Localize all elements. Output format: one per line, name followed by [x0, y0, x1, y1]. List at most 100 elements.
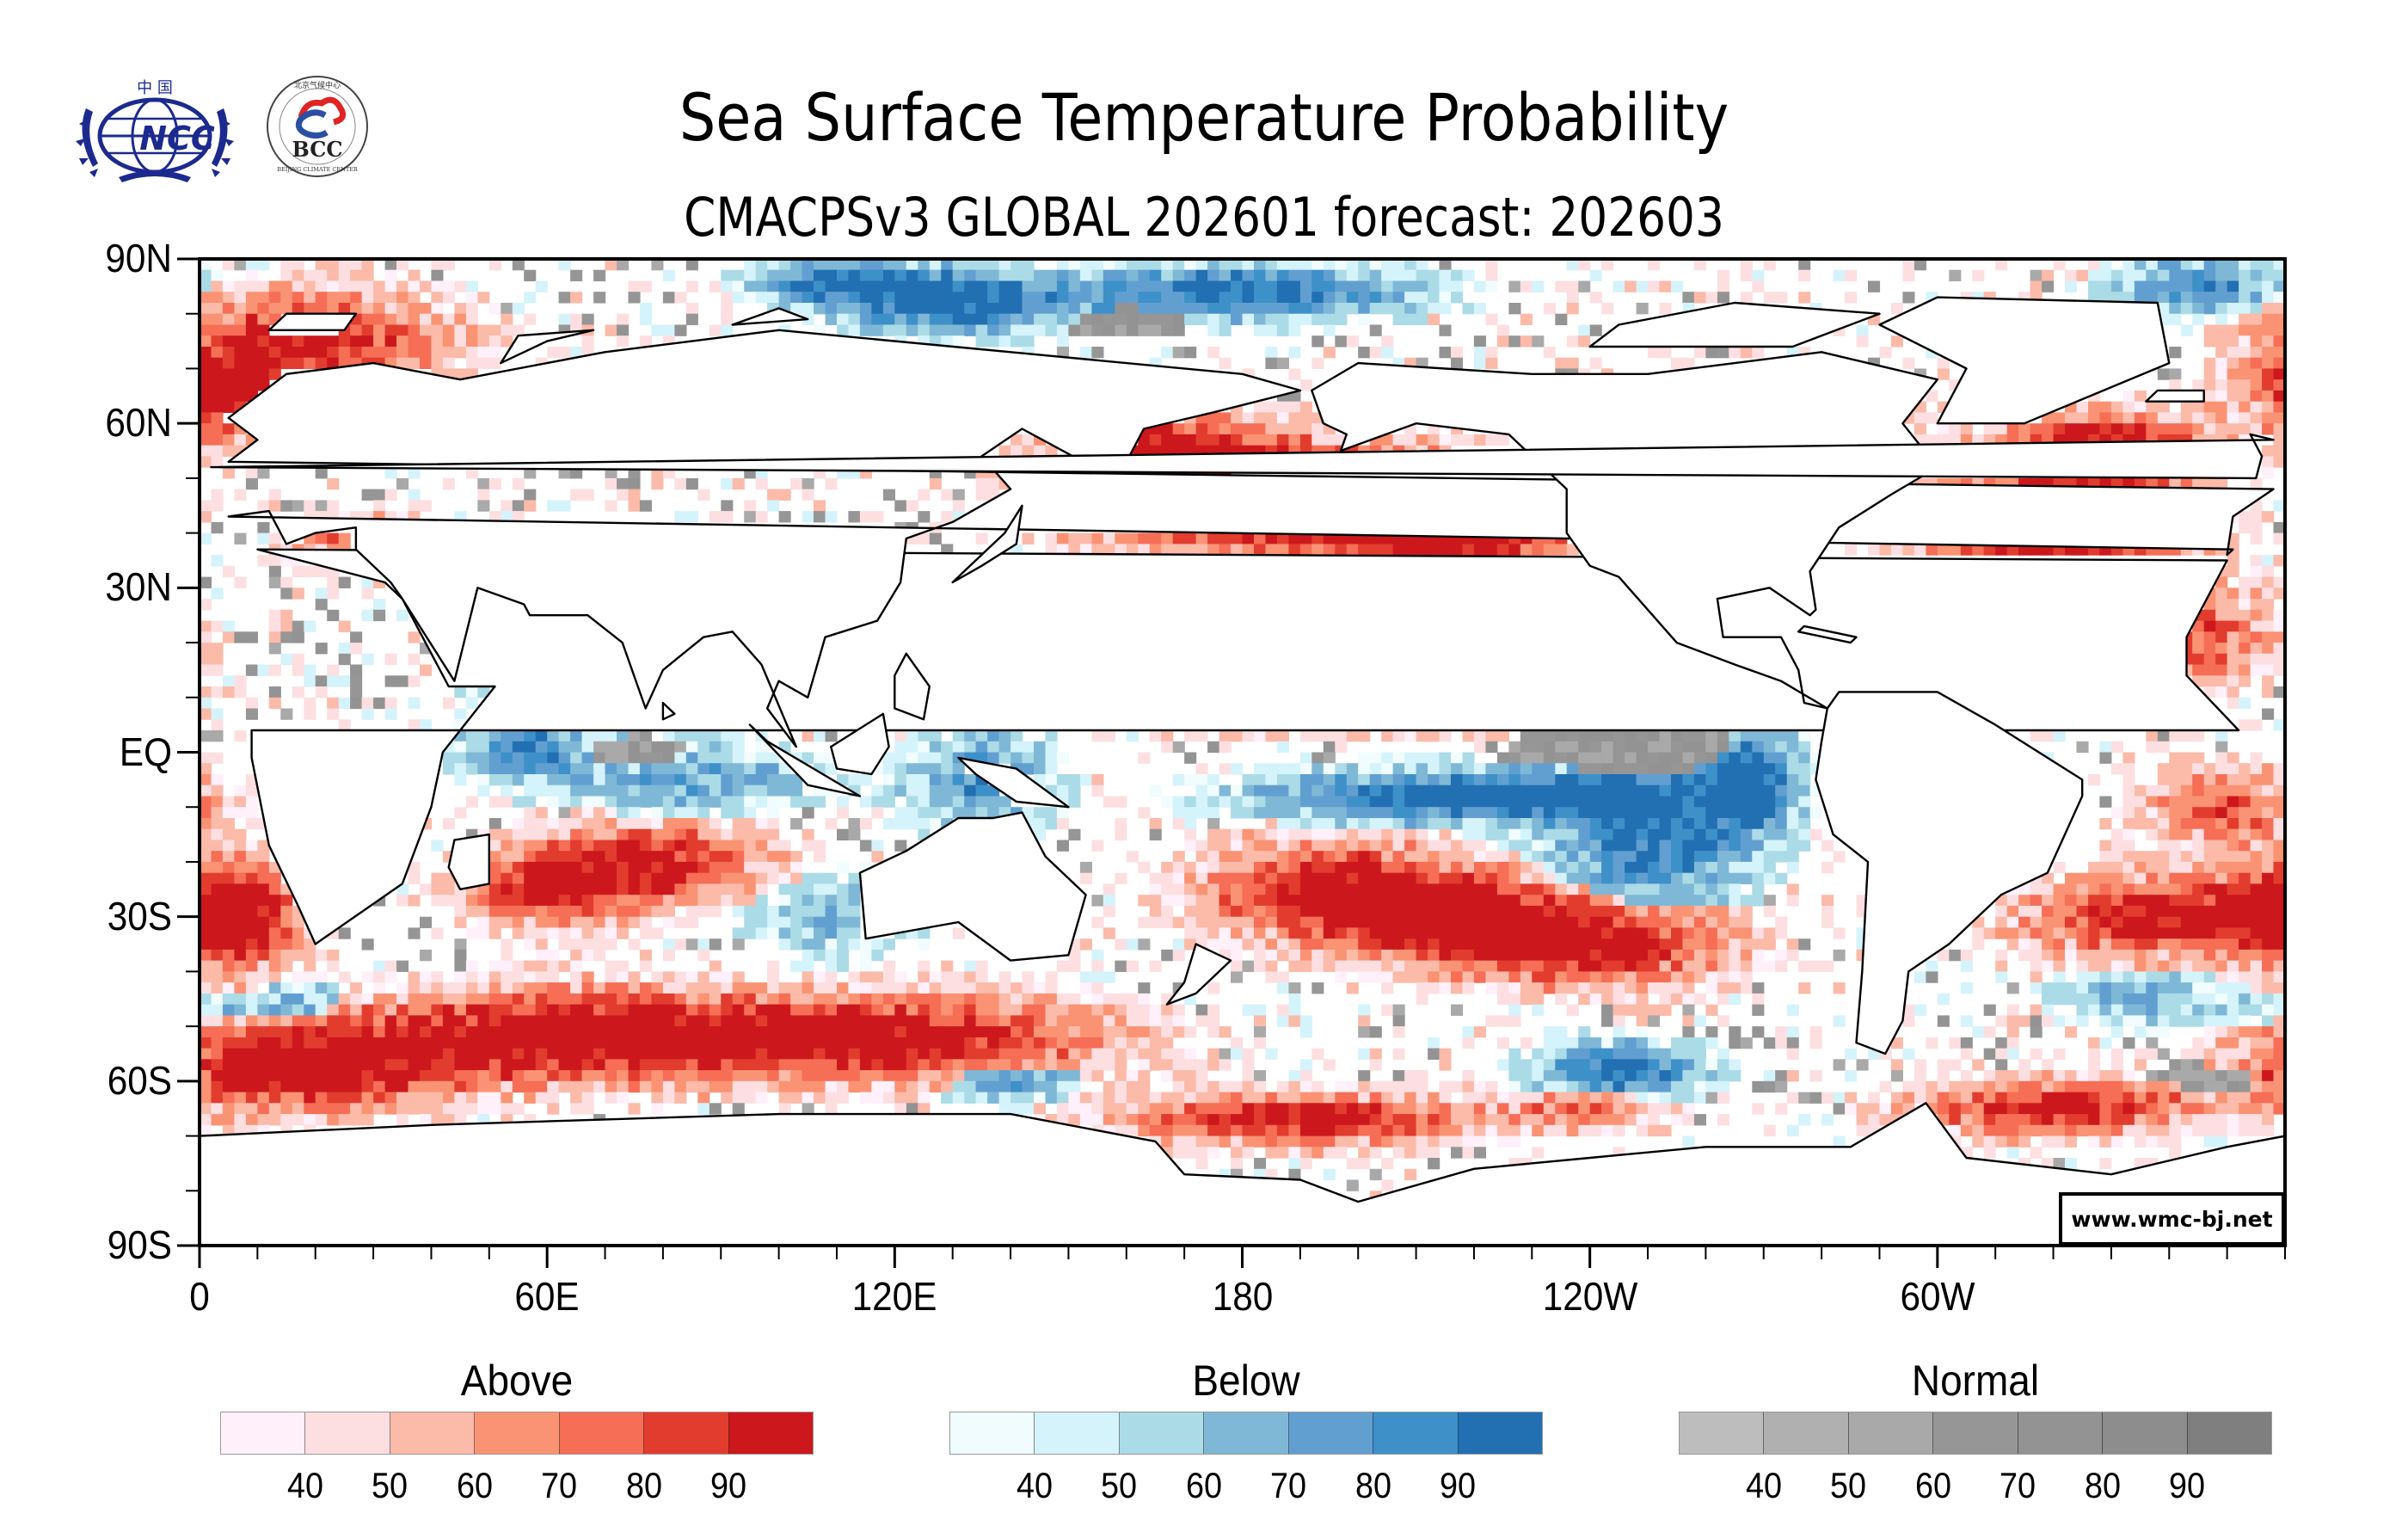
- probability-cell: [1288, 303, 1301, 315]
- probability-cell: [1566, 938, 1579, 951]
- probability-cell: [1485, 905, 1498, 918]
- probability-cell: [639, 828, 652, 841]
- probability-cell: [268, 335, 281, 348]
- probability-cell: [2042, 905, 2055, 918]
- probability-cell: [1242, 280, 1255, 292]
- probability-cell: [200, 280, 212, 292]
- probability-cell: [651, 818, 664, 830]
- probability-cell: [2122, 960, 2135, 972]
- probability-cell: [1890, 544, 1903, 556]
- probability-cell: [964, 303, 977, 315]
- probability-cell: [2122, 774, 2135, 786]
- probability-cell: [709, 1015, 722, 1027]
- probability-cell: [617, 993, 630, 1006]
- probability-cell: [732, 840, 745, 852]
- probability-cell: [1195, 916, 1208, 929]
- probability-cell: [2215, 993, 2228, 1006]
- probability-cell: [605, 851, 617, 863]
- probability-cell: [384, 313, 397, 326]
- probability-cell: [1172, 1004, 1185, 1016]
- probability-cell: [2215, 609, 2228, 622]
- probability-cell: [848, 1015, 861, 1027]
- probability-cell: [755, 993, 768, 1006]
- probability-cell: [918, 280, 931, 292]
- probability-cell: [384, 993, 397, 1006]
- probability-cell: [2134, 971, 2147, 983]
- probability-cell: [268, 664, 281, 676]
- probability-cell: [2227, 292, 2239, 304]
- probability-cell: [848, 269, 861, 282]
- probability-cell: [674, 752, 687, 764]
- probability-cell: [1798, 730, 1811, 742]
- probability-cell: [1589, 269, 1602, 282]
- probability-cell: [2192, 960, 2205, 972]
- probability-cell: [628, 807, 641, 819]
- probability-cell: [2157, 1004, 2170, 1016]
- probability-cell: [338, 675, 351, 687]
- probability-cell: [1543, 851, 1556, 863]
- probability-cell: [547, 796, 560, 808]
- probability-cell: [558, 895, 571, 907]
- probability-cell: [1265, 774, 1278, 786]
- probability-cell: [605, 916, 617, 929]
- probability-cell: [1659, 347, 1672, 359]
- probability-cell: [894, 774, 907, 786]
- probability-cell: [1045, 1015, 1058, 1027]
- probability-cell: [755, 259, 768, 271]
- probability-cell: [211, 895, 224, 907]
- probability-cell: [1532, 828, 1545, 841]
- probability-cell: [1520, 818, 1533, 830]
- probability-cell: [778, 796, 791, 808]
- probability-cell: [987, 313, 1000, 326]
- probability-cell: [1138, 916, 1151, 929]
- probability-cell: [1578, 828, 1591, 841]
- probability-cell: [1323, 347, 1336, 359]
- probability-cell: [1299, 927, 1312, 939]
- probability-cell: [998, 324, 1011, 336]
- probability-cell: [825, 730, 838, 742]
- probability-cells: [200, 259, 2285, 1203]
- probability-cell: [2099, 412, 2112, 424]
- probability-cell: [245, 1026, 258, 1038]
- probability-cell: [222, 949, 235, 962]
- probability-cell: [964, 730, 977, 742]
- probability-cell: [2053, 259, 2066, 271]
- probability-cell: [1496, 785, 1509, 797]
- probability-cell: [512, 927, 525, 939]
- probability-cell: [1648, 927, 1661, 939]
- probability-cell: [1312, 785, 1324, 797]
- probability-cell: [1995, 423, 2008, 435]
- probability-cell: [605, 938, 617, 951]
- probability-cell: [1115, 796, 1127, 808]
- probability-cell: [744, 905, 757, 918]
- probability-cell: [431, 292, 444, 304]
- probability-cell: [837, 796, 850, 808]
- probability-cell: [1126, 993, 1139, 1006]
- probability-cell: [1705, 840, 1718, 852]
- probability-cell: [327, 292, 340, 304]
- probability-cell: [2192, 379, 2205, 391]
- probability-cell: [1299, 259, 1312, 271]
- probability-cell: [1428, 269, 1440, 282]
- probability-cell: [1358, 916, 1371, 929]
- probability-cell: [721, 477, 734, 490]
- probability-cell: [744, 796, 757, 808]
- probability-cell: [1578, 730, 1591, 742]
- probability-cell: [1693, 818, 1706, 830]
- probability-cell: [1045, 1004, 1058, 1016]
- probability-cell: [1404, 259, 1417, 271]
- probability-cell: [558, 1004, 571, 1016]
- probability-cell: [292, 357, 304, 370]
- probability-cell: [1682, 938, 1695, 951]
- probability-cell: [570, 982, 583, 994]
- probability-cell: [2180, 883, 2193, 895]
- probability-cell: [1184, 861, 1197, 874]
- probability-cell: [1520, 982, 1533, 994]
- probability-cell: [1659, 971, 1672, 983]
- probability-cell: [662, 741, 675, 754]
- probability-cell: [1462, 763, 1475, 775]
- probability-cell: [1369, 851, 1382, 863]
- probability-cell: [2203, 379, 2216, 391]
- probability-cell: [721, 500, 734, 512]
